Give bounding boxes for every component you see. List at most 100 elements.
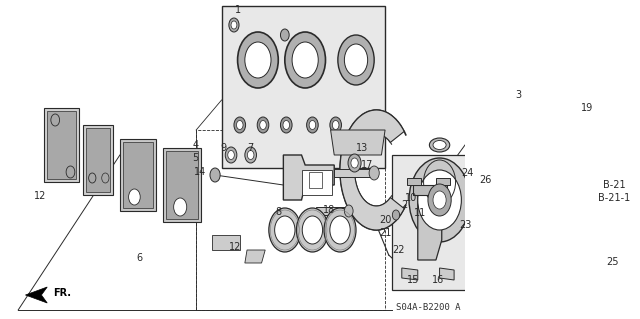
Circle shape bbox=[280, 29, 289, 41]
Circle shape bbox=[508, 171, 518, 185]
Text: 12: 12 bbox=[228, 242, 241, 252]
Circle shape bbox=[324, 208, 356, 252]
Text: 7: 7 bbox=[248, 143, 254, 153]
Circle shape bbox=[210, 168, 220, 182]
Text: B-21: B-21 bbox=[603, 180, 625, 190]
Polygon shape bbox=[120, 139, 156, 211]
Text: 8: 8 bbox=[275, 207, 282, 217]
Circle shape bbox=[467, 80, 634, 310]
Text: 26: 26 bbox=[479, 175, 492, 185]
Circle shape bbox=[245, 147, 257, 163]
Circle shape bbox=[257, 117, 269, 133]
Polygon shape bbox=[83, 125, 113, 195]
Polygon shape bbox=[413, 185, 447, 195]
Circle shape bbox=[285, 32, 326, 88]
Circle shape bbox=[309, 121, 316, 130]
Circle shape bbox=[392, 210, 399, 220]
Polygon shape bbox=[340, 110, 404, 230]
Text: 2: 2 bbox=[401, 200, 407, 210]
Circle shape bbox=[546, 133, 556, 147]
Text: 9: 9 bbox=[221, 143, 227, 153]
Circle shape bbox=[269, 208, 301, 252]
Text: 21: 21 bbox=[379, 228, 391, 238]
Text: 16: 16 bbox=[432, 275, 444, 285]
Text: 19: 19 bbox=[581, 103, 593, 113]
Polygon shape bbox=[166, 151, 198, 219]
Polygon shape bbox=[407, 178, 421, 185]
Circle shape bbox=[543, 185, 558, 205]
Ellipse shape bbox=[429, 138, 450, 152]
Text: 4: 4 bbox=[193, 140, 198, 150]
Circle shape bbox=[237, 32, 278, 88]
Text: 18: 18 bbox=[323, 205, 335, 215]
Text: 5: 5 bbox=[193, 153, 198, 163]
Circle shape bbox=[275, 216, 295, 244]
Text: 1: 1 bbox=[234, 5, 241, 15]
Text: 22: 22 bbox=[392, 245, 404, 255]
Text: 14: 14 bbox=[195, 167, 207, 177]
Text: 3: 3 bbox=[515, 90, 521, 100]
Text: 20: 20 bbox=[379, 215, 391, 225]
Polygon shape bbox=[436, 178, 451, 185]
Circle shape bbox=[173, 198, 187, 216]
Polygon shape bbox=[284, 155, 334, 200]
Circle shape bbox=[348, 154, 361, 172]
Polygon shape bbox=[26, 287, 47, 303]
Circle shape bbox=[237, 121, 243, 130]
Polygon shape bbox=[123, 142, 154, 208]
Circle shape bbox=[231, 21, 237, 29]
Circle shape bbox=[351, 158, 358, 168]
Polygon shape bbox=[418, 195, 442, 260]
Circle shape bbox=[569, 233, 579, 247]
Circle shape bbox=[330, 216, 350, 244]
Text: 6: 6 bbox=[136, 253, 143, 263]
Bar bbox=[392, 155, 512, 290]
Circle shape bbox=[344, 205, 353, 217]
Bar bbox=[301, 170, 332, 195]
Polygon shape bbox=[212, 235, 240, 250]
Polygon shape bbox=[440, 268, 454, 280]
Circle shape bbox=[234, 117, 246, 133]
Circle shape bbox=[618, 265, 625, 275]
Circle shape bbox=[609, 251, 616, 259]
Circle shape bbox=[418, 170, 461, 230]
Circle shape bbox=[409, 158, 470, 242]
Polygon shape bbox=[331, 130, 385, 155]
Circle shape bbox=[369, 166, 380, 180]
Ellipse shape bbox=[433, 140, 446, 150]
Circle shape bbox=[428, 184, 451, 216]
Circle shape bbox=[129, 189, 140, 205]
Text: B-21-1: B-21-1 bbox=[598, 193, 630, 203]
Text: 12: 12 bbox=[34, 191, 46, 201]
Circle shape bbox=[260, 121, 266, 130]
Circle shape bbox=[283, 121, 289, 130]
Circle shape bbox=[296, 208, 328, 252]
Bar bbox=[334, 169, 374, 177]
Text: 23: 23 bbox=[460, 220, 472, 230]
Circle shape bbox=[344, 44, 367, 76]
Circle shape bbox=[245, 42, 271, 78]
Circle shape bbox=[332, 121, 339, 130]
Circle shape bbox=[525, 160, 576, 230]
Circle shape bbox=[229, 18, 239, 32]
Circle shape bbox=[584, 171, 594, 185]
Bar bbox=[308, 172, 322, 188]
Polygon shape bbox=[44, 108, 79, 182]
Text: 10: 10 bbox=[405, 193, 417, 203]
Text: 24: 24 bbox=[461, 168, 474, 178]
Text: 15: 15 bbox=[406, 275, 419, 285]
Circle shape bbox=[307, 117, 318, 133]
Polygon shape bbox=[163, 148, 200, 222]
Text: 11: 11 bbox=[414, 208, 426, 218]
Text: S04A-B2200 A: S04A-B2200 A bbox=[396, 303, 460, 313]
Text: 13: 13 bbox=[356, 143, 368, 153]
Polygon shape bbox=[245, 250, 265, 263]
Text: FR.: FR. bbox=[53, 288, 71, 298]
Bar bbox=[221, 6, 385, 168]
Circle shape bbox=[467, 133, 474, 143]
Polygon shape bbox=[86, 128, 111, 192]
Circle shape bbox=[228, 151, 234, 160]
Text: 17: 17 bbox=[362, 160, 374, 170]
Circle shape bbox=[485, 105, 616, 285]
Circle shape bbox=[536, 175, 565, 215]
